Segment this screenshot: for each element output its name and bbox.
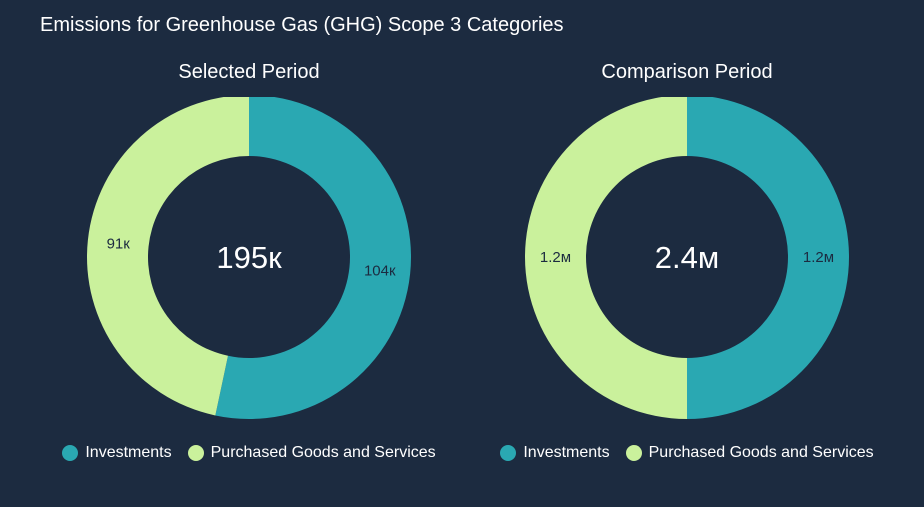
chart-title: Comparison Period	[601, 61, 773, 83]
legend-item-purchased-goods[interactable]: Purchased Goods and Services	[625, 444, 874, 462]
legend-swatch-purchased-goods	[187, 445, 204, 461]
legend-item-investments[interactable]: Investments	[500, 444, 610, 462]
slice-investments[interactable]	[687, 97, 849, 419]
legend-swatch-investments	[62, 445, 79, 461]
legend: Investments Purchased Goods and Services	[18, 444, 480, 462]
legend-item-investments[interactable]: Investments	[62, 444, 172, 462]
page-title: Emissions for Greenhouse Gas (GHG) Scope…	[40, 14, 564, 36]
donut-chart-selected: 104к 91к 195к	[87, 97, 411, 419]
data-label: 1.2м	[540, 249, 571, 266]
slice-purchased-goods[interactable]	[87, 97, 249, 416]
total-label: 2.4м	[655, 240, 719, 275]
data-label: 104к	[364, 263, 396, 280]
donut-chart-comparison: 1.2м 1.2м 2.4м	[525, 97, 849, 419]
legend-label: Purchased Goods and Services	[210, 444, 436, 461]
chart-title: Selected Period	[178, 61, 320, 83]
legend-item-purchased-goods[interactable]: Purchased Goods and Services	[187, 444, 436, 462]
slice-investments[interactable]	[215, 97, 411, 419]
data-label: 1.2м	[803, 249, 834, 266]
legend-label: Investments	[523, 444, 610, 461]
comparison-period-panel: Comparison Period 1.2м 1.2м 2.4м Investmen…	[456, 55, 918, 495]
total-label: 195к	[216, 240, 282, 275]
legend-label: Investments	[85, 444, 172, 461]
legend-label: Purchased Goods and Services	[648, 444, 874, 461]
slice-purchased-goods[interactable]	[525, 97, 687, 419]
legend-swatch-investments	[500, 445, 517, 461]
data-label: 91к	[107, 235, 131, 252]
legend: Investments Purchased Goods and Services	[456, 444, 918, 462]
legend-swatch-purchased-goods	[625, 445, 642, 461]
selected-period-panel: Selected Period 104к 91к 195к Investments …	[18, 55, 480, 495]
